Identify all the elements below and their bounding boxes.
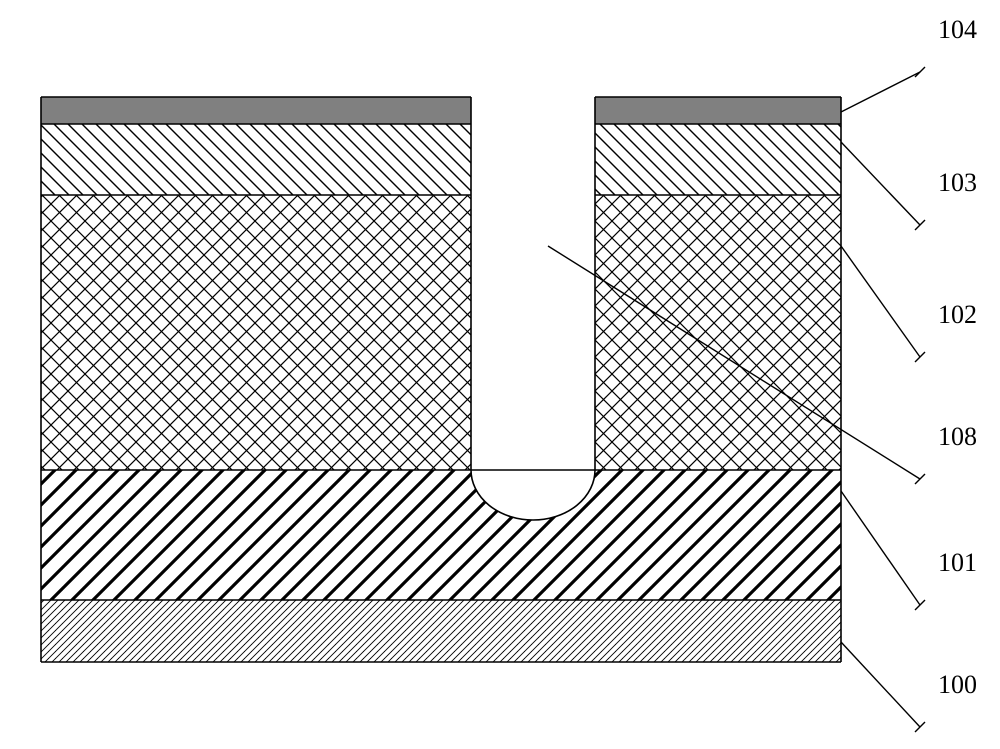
layer-104 xyxy=(41,97,841,124)
layer-102 xyxy=(41,195,841,470)
leader-101 xyxy=(841,491,920,605)
layer-100 xyxy=(41,600,841,662)
leader-103 xyxy=(841,142,920,225)
layer-101 xyxy=(41,470,841,600)
trench-108 xyxy=(471,97,595,520)
leader-100 xyxy=(841,642,920,727)
label-102: 102 xyxy=(938,300,977,330)
leader-102 xyxy=(841,246,920,357)
label-103: 103 xyxy=(938,168,977,198)
layer-103 xyxy=(41,124,841,195)
label-108: 108 xyxy=(938,422,977,452)
leader-104 xyxy=(841,72,920,112)
label-100: 100 xyxy=(938,670,977,700)
label-104: 104 xyxy=(938,15,977,45)
label-101: 101 xyxy=(938,548,977,578)
